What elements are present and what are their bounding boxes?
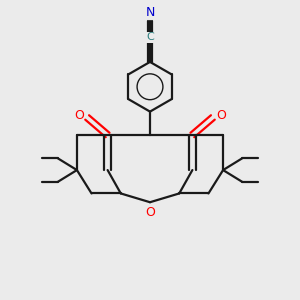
Text: N: N [145,6,155,19]
Text: C: C [146,32,154,42]
Text: O: O [145,206,155,219]
Text: O: O [74,110,84,122]
Text: O: O [216,110,226,122]
